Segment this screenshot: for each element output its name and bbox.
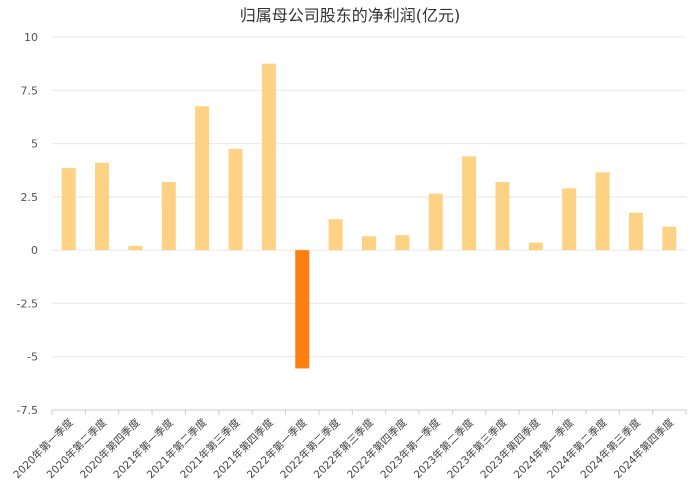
y-tick-label: 5	[31, 138, 38, 151]
bar	[161, 181, 176, 251]
x-tick-label: 2022年第一季度	[244, 416, 310, 482]
x-tick-label: 2020年第二季度	[44, 416, 110, 482]
bar	[328, 219, 343, 251]
bar	[528, 242, 543, 251]
bar	[462, 156, 477, 251]
bar	[662, 226, 677, 251]
x-tick-label: 2023年第二季度	[411, 416, 477, 482]
bar	[395, 235, 410, 251]
x-tick-label: 2022年第三季度	[311, 416, 377, 482]
bar	[362, 236, 376, 251]
x-tick-label: 2022年第四季度	[344, 416, 410, 482]
x-tick-label: 2021年第三季度	[177, 416, 243, 482]
bar	[595, 172, 610, 251]
y-tick-label: 2.5	[21, 191, 39, 204]
x-tick-label: 2020年第一季度	[11, 416, 77, 482]
x-tick-label: 2024年第四季度	[611, 416, 677, 482]
bar	[228, 148, 243, 251]
x-axis	[51, 409, 687, 415]
bar	[128, 245, 143, 251]
x-tick-label: 2024年第一季度	[511, 416, 577, 482]
y-tick-label: -2.5	[17, 297, 38, 310]
bar	[562, 188, 577, 251]
y-tick-label: -5	[27, 351, 38, 364]
bar	[95, 162, 110, 251]
y-axis-ticks: 10 7.5 5 2.5 0 -2.5 -5 -7.5	[17, 31, 38, 417]
bar	[61, 168, 76, 251]
y-tick-label: 0	[31, 244, 38, 257]
x-tick-label: 2021年第四季度	[211, 416, 277, 482]
x-tick-label: 2023年第四季度	[478, 416, 544, 482]
grid-lines	[52, 36, 686, 411]
y-tick-label: -7.5	[17, 404, 38, 417]
bar	[428, 193, 443, 251]
y-tick-label: 7.5	[21, 84, 39, 97]
bar	[261, 63, 276, 251]
x-tick-label: 2023年第三季度	[444, 416, 510, 482]
bar	[195, 106, 210, 251]
x-tick-label: 2021年第二季度	[144, 416, 210, 482]
x-tick-label: 2024年第二季度	[544, 416, 610, 482]
x-axis-ticks: 2020年第一季度2020年第二季度2020年第四季度2021年第一季度2021…	[11, 416, 677, 482]
x-tick-label: 2021年第一季度	[111, 416, 177, 482]
bars	[61, 63, 677, 369]
y-tick-label: 10	[24, 31, 38, 44]
x-tick-label: 2022年第二季度	[278, 416, 344, 482]
x-tick-label: 2023年第一季度	[378, 416, 444, 482]
chart-title: 归属母公司股东的净利润(亿元)	[240, 6, 461, 25]
x-tick-label: 2024年第三季度	[578, 416, 644, 482]
bar	[295, 250, 310, 369]
bar	[628, 212, 643, 251]
x-tick-label: 2020年第四季度	[77, 416, 143, 482]
bar	[495, 181, 510, 251]
